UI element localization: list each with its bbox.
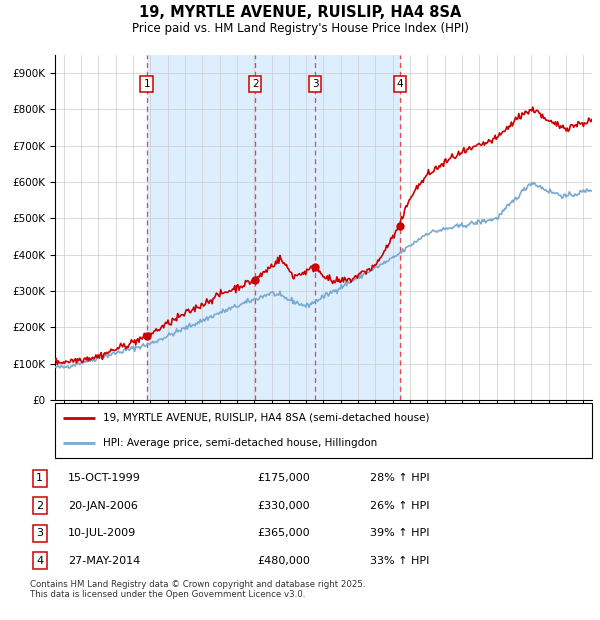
FancyBboxPatch shape bbox=[55, 403, 592, 458]
Text: 4: 4 bbox=[397, 79, 403, 89]
Text: £175,000: £175,000 bbox=[257, 473, 310, 483]
Text: 26% ↑ HPI: 26% ↑ HPI bbox=[370, 501, 430, 511]
Text: Price paid vs. HM Land Registry's House Price Index (HPI): Price paid vs. HM Land Registry's House … bbox=[131, 22, 469, 35]
Text: 15-OCT-1999: 15-OCT-1999 bbox=[68, 473, 140, 483]
Text: 2: 2 bbox=[36, 501, 43, 511]
Text: £330,000: £330,000 bbox=[257, 501, 310, 511]
Text: 19, MYRTLE AVENUE, RUISLIP, HA4 8SA: 19, MYRTLE AVENUE, RUISLIP, HA4 8SA bbox=[139, 5, 461, 20]
Text: £365,000: £365,000 bbox=[257, 528, 310, 538]
Text: 3: 3 bbox=[312, 79, 319, 89]
Text: 33% ↑ HPI: 33% ↑ HPI bbox=[370, 556, 430, 565]
Text: HPI: Average price, semi-detached house, Hillingdon: HPI: Average price, semi-detached house,… bbox=[103, 438, 377, 448]
Text: 27-MAY-2014: 27-MAY-2014 bbox=[68, 556, 140, 565]
Bar bbox=[255, 55, 315, 400]
Text: 39% ↑ HPI: 39% ↑ HPI bbox=[370, 528, 430, 538]
Text: 3: 3 bbox=[36, 528, 43, 538]
Text: Contains HM Land Registry data © Crown copyright and database right 2025.
This d: Contains HM Land Registry data © Crown c… bbox=[30, 580, 365, 600]
Text: 20-JAN-2006: 20-JAN-2006 bbox=[68, 501, 137, 511]
Text: 10-JUL-2009: 10-JUL-2009 bbox=[68, 528, 136, 538]
Text: £480,000: £480,000 bbox=[257, 556, 310, 565]
Bar bbox=[315, 55, 400, 400]
Text: 19, MYRTLE AVENUE, RUISLIP, HA4 8SA (semi-detached house): 19, MYRTLE AVENUE, RUISLIP, HA4 8SA (sem… bbox=[103, 413, 430, 423]
Text: 1: 1 bbox=[143, 79, 150, 89]
Text: 1: 1 bbox=[36, 473, 43, 483]
Text: 28% ↑ HPI: 28% ↑ HPI bbox=[370, 473, 430, 483]
Bar bbox=[146, 55, 255, 400]
Text: 2: 2 bbox=[252, 79, 259, 89]
Text: 4: 4 bbox=[36, 556, 43, 565]
